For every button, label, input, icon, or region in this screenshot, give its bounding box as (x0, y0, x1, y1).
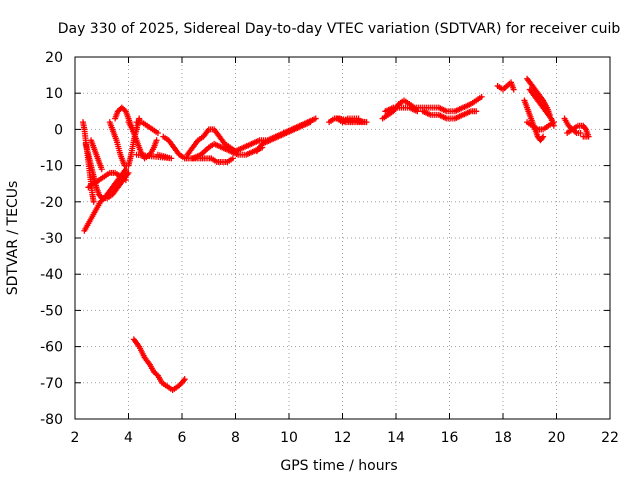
data-point (90, 198, 97, 205)
data-point (577, 130, 584, 137)
data-point (580, 133, 587, 140)
x-tick-label: 22 (601, 430, 619, 446)
data-point (582, 125, 589, 132)
data-point (153, 371, 160, 378)
data-point (121, 107, 128, 114)
data-point (510, 86, 517, 93)
x-tick-label: 4 (124, 430, 133, 446)
data-point (550, 119, 557, 126)
data-point (122, 177, 129, 184)
y-tick-label: 20 (45, 50, 63, 66)
y-tick-label: -20 (40, 195, 63, 211)
data-point (133, 151, 140, 158)
data-point (180, 377, 187, 384)
y-tick-label: -80 (40, 412, 63, 428)
x-tick-label: 18 (494, 430, 512, 446)
y-tick-label: -10 (40, 159, 63, 175)
data-point (153, 137, 160, 144)
x-tick-label: 12 (334, 430, 352, 446)
x-tick-label: 20 (548, 430, 566, 446)
x-tick-label: 8 (231, 430, 240, 446)
data-point (312, 115, 319, 122)
chart-title: Day 330 of 2025, Sidereal Day-to-day VTE… (58, 21, 621, 37)
y-tick-label: -50 (40, 303, 63, 319)
data-point (122, 166, 129, 173)
x-tick-label: 2 (71, 430, 80, 446)
grid-layer (75, 57, 610, 419)
y-tick-label: -40 (40, 267, 63, 283)
data-point (539, 134, 546, 141)
x-tick-label: 14 (387, 430, 405, 446)
data-point (307, 119, 314, 126)
y-tick-label: -60 (40, 340, 63, 356)
data-point (473, 108, 480, 115)
x-tick-label: 6 (178, 430, 187, 446)
data-point (136, 115, 143, 122)
axis-ticks: 2 4 6 8 10 12 14 16 18 20 22 -80 -70 -60 -50 -40 -30 -20 -… (40, 50, 619, 446)
data-point (154, 130, 161, 137)
data-point (414, 108, 421, 115)
y-axis-label: SDTVAR / TECUs (5, 181, 21, 296)
y-tick-label: 10 (45, 86, 63, 102)
data-point (540, 133, 547, 140)
data-point (478, 93, 485, 100)
data-point (125, 169, 132, 176)
data-point (98, 166, 105, 173)
x-tick-label: 16 (441, 430, 459, 446)
y-tick-label: 0 (54, 122, 63, 138)
data-point (229, 155, 236, 162)
x-axis-label: GPS time / hours (280, 458, 397, 474)
data-marks (80, 75, 592, 394)
data-point (355, 115, 362, 122)
data-point (181, 376, 188, 383)
y-tick-label: -30 (40, 231, 63, 247)
y-tick-label: -70 (40, 376, 63, 392)
x-tick-label: 10 (280, 430, 298, 446)
